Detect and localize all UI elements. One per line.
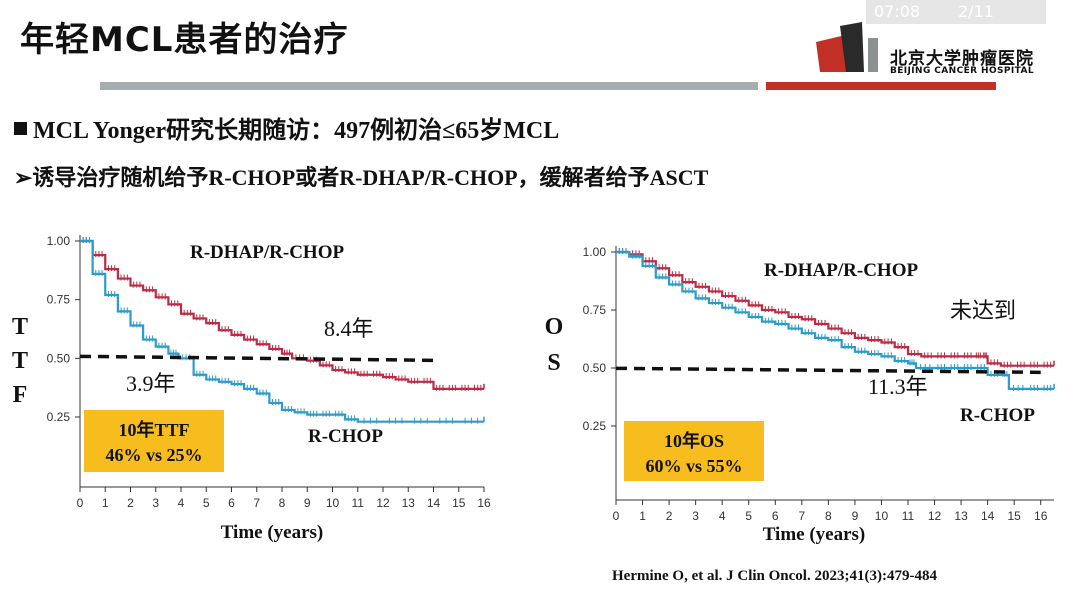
x-tick-label: 6 [228, 496, 235, 510]
page-counter: 2/11 [958, 2, 994, 21]
header-rule-red [766, 82, 996, 90]
hospital-logo [816, 22, 878, 72]
x-tick-label: 12 [928, 509, 942, 523]
status-time: 07:08 [874, 2, 921, 21]
median-dashed-line [79, 354, 434, 363]
x-tick-label: 2 [127, 496, 134, 510]
median-annotation-rdhap: 8.4年 [324, 316, 374, 341]
status-bar: 07:08 2/11 [866, 0, 1046, 24]
legend-label-rdhap: R-DHAP/R-CHOP [190, 242, 344, 263]
x-axis-label: Time (years) [763, 524, 866, 545]
x-tick-label: 4 [178, 496, 185, 510]
x-tick-label: 9 [304, 496, 311, 510]
x-tick-label: 11 [352, 496, 365, 510]
y-tick-label: 0.75 [47, 293, 71, 307]
summary-box-line1: 10年TTF [118, 419, 189, 440]
median-annotation-rdhap: 未达到 [950, 298, 1016, 323]
y-tick-label: 0.50 [583, 361, 607, 375]
x-tick-label: 12 [376, 496, 390, 510]
x-tick-label: 0 [613, 509, 620, 523]
x-tick-label: 10 [326, 496, 340, 510]
summary-box [624, 421, 764, 481]
series-line-rchop [616, 250, 1054, 390]
y-tick-label: 0.25 [47, 410, 71, 424]
logo-mark-dark [840, 22, 864, 72]
x-tick-label: 7 [253, 496, 260, 510]
logo-english-text: BEIJING CANCER HOSPITAL [890, 66, 1034, 76]
x-tick-label: 5 [203, 496, 210, 510]
header-rule-grey [100, 82, 758, 90]
os-chart: 1.000.750.500.250 1 2 3 4 5 6 7 8 9 10 11 12 13 14 15 16… [545, 245, 1055, 545]
y-axis-label-char: S [547, 350, 560, 376]
bullet-treatment: ➢诱导治疗随机给予R-CHOP或者R-DHAP/R-CHOP，缓解者给予ASCT [14, 165, 709, 190]
y-axis-label-char: O [545, 314, 564, 340]
x-tick-label: 1 [102, 496, 109, 510]
y-axis-label-char: T [12, 348, 28, 374]
x-tick-label: 4 [719, 509, 726, 523]
y-tick-label: 0.25 [583, 419, 607, 433]
series-line-rdhap [616, 250, 1054, 367]
x-tick-label: 9 [852, 509, 859, 523]
citation: Hermine O, et al. J Clin Oncol. 2023;41(… [612, 568, 937, 584]
x-tick-label: 14 [981, 509, 995, 523]
x-tick-label: 16 [477, 496, 491, 510]
y-axis-label-char: F [13, 382, 28, 408]
x-tick-label: 13 [402, 496, 416, 510]
x-tick-label: 15 [452, 496, 466, 510]
slide-title: 年轻MCL患者的治疗 [20, 20, 349, 60]
y-tick-label: 1.00 [583, 245, 607, 259]
x-tick-label: 1 [639, 509, 646, 523]
x-tick-label: 10 [875, 509, 889, 523]
series-line-rchop [80, 239, 484, 423]
logo-mark-grey [868, 38, 878, 72]
summary-box-line2: 60% vs 55% [645, 456, 742, 476]
bullet-study-text: MCL Yonger研究长期随访：497例初治≤65岁MCL [33, 118, 560, 144]
y-tick-label: 0.75 [583, 303, 607, 317]
legend-label-rchop: R-CHOP [308, 426, 383, 447]
summary-box-line1: 10年OS [664, 430, 724, 451]
x-tick-label: 11 [902, 509, 915, 523]
x-tick-label: 7 [798, 509, 805, 523]
x-tick-label: 5 [745, 509, 752, 523]
y-tick-label: 1.00 [47, 234, 71, 248]
x-tick-label: 16 [1034, 509, 1048, 523]
bullet-study: MCL Yonger研究长期随访：497例初治≤65岁MCL [14, 110, 559, 145]
x-tick-label: 3 [152, 496, 159, 510]
x-tick-label: 2 [666, 509, 673, 523]
x-tick-label: 15 [1008, 509, 1022, 523]
legend-label-rdhap: R-DHAP/R-CHOP [764, 260, 918, 281]
x-tick-label: 14 [427, 496, 441, 510]
summary-box-line2: 46% vs 25% [105, 445, 202, 465]
series-line-rdhap [80, 239, 484, 390]
x-tick-label: 6 [772, 509, 779, 523]
legend-label-rchop: R-CHOP [960, 405, 1035, 426]
y-tick-label: 0.50 [47, 351, 71, 365]
x-tick-label: 0 [77, 496, 84, 510]
x-tick-label: 8 [825, 509, 832, 523]
square-bullet-icon [14, 122, 27, 135]
x-tick-label: 8 [279, 496, 286, 510]
ttf-chart: 1.000.750.500.250 1 2 3 4 5 6 7 8 9 10 11 12 13 14 15 16… [12, 234, 491, 543]
y-axis-label-char: T [12, 314, 28, 340]
x-tick-label: 3 [692, 509, 699, 523]
median-annotation-rchop: 11.3年 [868, 374, 928, 399]
logo-chinese-text: 北京大学肿瘤医院 [890, 49, 1034, 68]
x-tick-label: 13 [954, 509, 968, 523]
x-axis-label: Time (years) [221, 522, 324, 543]
median-annotation-rchop: 3.9年 [126, 371, 176, 396]
summary-box [84, 410, 224, 472]
